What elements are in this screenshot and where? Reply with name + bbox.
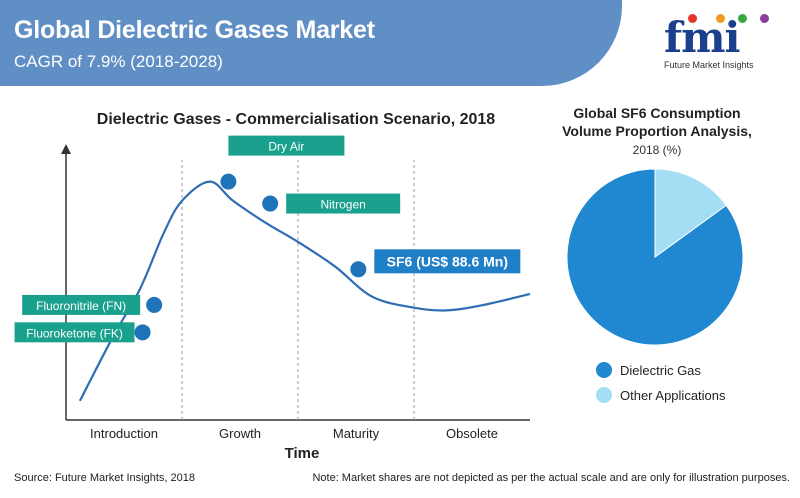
pie-chart-title-line-1: Global SF6 Consumption	[573, 105, 740, 121]
pie-chart	[566, 168, 744, 346]
legend-label-other-applications: Other Applications	[620, 387, 726, 403]
legend-item-other-applications: Other Applications	[596, 385, 726, 405]
marker-label-nitrogen: Nitrogen	[320, 198, 365, 212]
marker-point-fluoroketone-fk	[134, 324, 151, 341]
marker-point-nitrogen	[262, 195, 279, 212]
marker-point-fluoronitrile-fn	[146, 296, 163, 313]
marker-label-box-dry-air	[228, 135, 345, 156]
legend-swatch-other-applications	[596, 387, 612, 403]
logo-dot-orange	[716, 14, 725, 23]
marker-label-dry-air: Dry Air	[268, 140, 304, 154]
stage-label-introduction: Introduction	[90, 426, 158, 441]
marker-label-box-fluoronitrile-fn	[22, 294, 141, 315]
stage-label-growth: Growth	[219, 426, 261, 441]
marker-point-dry-air	[220, 173, 237, 190]
logo-dot-purple	[760, 14, 769, 23]
logo-dot-green	[738, 14, 747, 23]
lifecycle-chart: Dielectric Gases - Commercialisation Sce…	[14, 111, 531, 462]
lifecycle-curve	[78, 180, 531, 402]
pie-chart-title-line-2: Volume Proportion Analysis,	[562, 123, 752, 139]
x-axis-label: Time	[285, 445, 320, 462]
disclaimer-note: Note: Market shares are not depicted as …	[312, 472, 790, 484]
logo-text: fmi	[664, 13, 740, 62]
y-axis-arrow	[61, 144, 71, 154]
marker-label-fluoronitrile-fn: Fluoronitrile (FN)	[36, 299, 126, 313]
stage-label-maturity: Maturity	[333, 426, 380, 441]
source-note: Source: Future Market Insights, 2018	[14, 472, 195, 484]
fmi-logo: fmi Future Market Insights	[664, 8, 788, 74]
pie-chart-subtitle: 2018 (%)	[633, 143, 682, 157]
marker-label-box-nitrogen	[286, 193, 401, 214]
page-title: Global Dielectric Gases Market	[14, 16, 375, 44]
legend-item-dielectric-gas: Dielectric Gas	[596, 360, 701, 380]
marker-label-fluoroketone-fk: Fluoroketone (FK)	[26, 326, 123, 340]
page-subtitle: CAGR of 7.9% (2018-2028)	[14, 52, 223, 71]
logo-tagline: Future Market Insights	[664, 60, 754, 70]
pie-slice-other-applications	[654, 168, 727, 258]
logo-dot-red	[688, 14, 697, 23]
header-band	[0, 0, 622, 86]
pie-chart-title-block: Global SF6 Consumption Volume Proportion…	[562, 105, 752, 157]
marker-label-box-fluoroketone-fk	[14, 322, 135, 343]
legend-label-dielectric-gas: Dielectric Gas	[620, 362, 701, 378]
marker-point-sf6-us-88-6-mn	[350, 261, 367, 278]
marker-label-sf6-us-88-6-mn: SF6 (US$ 88.6 Mn)	[387, 253, 508, 269]
legend-swatch-dielectric-gas	[596, 362, 612, 378]
lifecycle-chart-title: Dielectric Gases - Commercialisation Sce…	[97, 111, 496, 128]
stage-label-obsolete: Obsolete	[446, 426, 498, 441]
marker-label-box-sf6-us-88-6-mn	[374, 249, 521, 274]
